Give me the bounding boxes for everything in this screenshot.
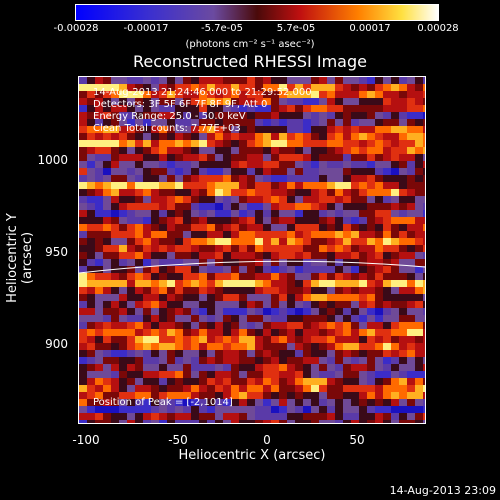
- colorbar-tick: 0.00017: [349, 23, 391, 34]
- colorbar: [75, 4, 439, 21]
- peak-annotation: Position of Peak = [-2,1014]: [93, 397, 233, 408]
- timestamp-footer: 14-Aug-2013 23:09: [389, 484, 496, 497]
- colorbar-tick: -0.00028: [53, 23, 99, 34]
- colorbar-gradient: [76, 5, 438, 20]
- colorbar-tick: -0.00017: [123, 23, 169, 34]
- y-tick-label: 950: [45, 245, 68, 259]
- heatmap-plot: 14-Aug-2013 21:24:46.000 to 21:29:52.000…: [78, 76, 426, 424]
- x-axis-label: Heliocentric X (arcsec): [178, 448, 326, 463]
- energy-annotation: Energy Range: 25.0 - 50.0 keV: [93, 111, 246, 122]
- colorbar-tick: 5.7e-05: [276, 23, 316, 34]
- time-range-annotation: 14-Aug-2013 21:24:46.000 to 21:29:52.000: [93, 87, 312, 98]
- y-axis-label: Heliocentric Y (arcsec): [5, 213, 35, 303]
- y-tick-label: 900: [45, 337, 68, 351]
- x-tick-label: 0: [263, 433, 271, 447]
- counts-annotation: Clean Total counts: 7.77E+03: [93, 123, 241, 134]
- solar-limb-line: [79, 260, 425, 274]
- y-tick-label: 1000: [37, 153, 68, 167]
- x-tick-label: -50: [168, 433, 188, 447]
- colorbar-tick: 0.00028: [417, 23, 459, 34]
- heatmap-image: [79, 77, 425, 423]
- plot-title: Reconstructed RHESSI Image: [133, 52, 367, 71]
- detectors-annotation: Detectors: 3F 5F 6F 7F 8F 9F, Att 0: [93, 99, 268, 110]
- colorbar-unit: (photons cm⁻² s⁻¹ asec⁻²): [185, 39, 315, 50]
- colorbar-tick: -5.7e-05: [201, 23, 243, 34]
- x-tick-label: -100: [72, 433, 100, 447]
- x-tick-label: 50: [349, 433, 365, 447]
